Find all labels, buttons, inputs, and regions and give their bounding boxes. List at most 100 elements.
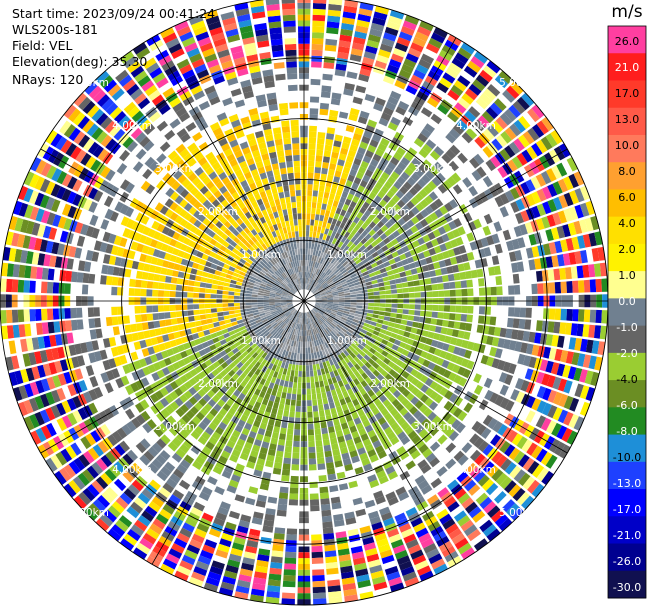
range-gate <box>526 193 536 207</box>
range-gate <box>251 444 261 453</box>
range-gate <box>56 417 68 432</box>
range-gate <box>264 430 273 438</box>
range-gate <box>406 275 414 282</box>
range-gate <box>349 54 362 62</box>
range-gate <box>353 157 362 166</box>
range-gate <box>467 288 474 296</box>
range-gate <box>199 407 209 417</box>
range-gate <box>177 174 187 184</box>
range-gate <box>481 478 495 492</box>
range-gate <box>261 352 268 359</box>
range-gate <box>247 224 254 232</box>
range-gate <box>488 266 496 276</box>
range-gate <box>215 220 224 229</box>
range-gate <box>497 166 508 178</box>
range-gate <box>457 47 472 60</box>
range-gate <box>333 301 340 304</box>
range-gate <box>547 389 558 403</box>
range-gate <box>441 233 450 243</box>
range-gate <box>367 389 375 398</box>
range-gate <box>463 402 473 413</box>
range-gate <box>289 375 294 383</box>
range-gate <box>405 85 418 95</box>
range-gate <box>77 196 88 209</box>
range-gate <box>463 524 478 537</box>
range-gate <box>163 290 170 297</box>
range-gate <box>427 97 439 108</box>
range-gate <box>541 470 554 486</box>
range-gate <box>268 573 282 581</box>
range-gate <box>228 232 236 240</box>
range-gate <box>518 134 530 148</box>
range-gate <box>176 317 184 324</box>
range-gate <box>145 338 153 347</box>
range-gate <box>72 179 83 192</box>
range-gate <box>174 195 184 205</box>
range-gate <box>588 324 596 338</box>
range-gate <box>125 182 135 194</box>
range-gate <box>167 261 175 270</box>
range-gate <box>378 354 386 362</box>
range-gate <box>282 386 288 393</box>
range-gate <box>387 161 397 171</box>
range-gate <box>439 205 449 215</box>
range-gate <box>430 318 438 325</box>
range-gate <box>339 222 346 229</box>
range-gate <box>400 276 408 283</box>
range-gate <box>307 311 311 318</box>
range-gate <box>443 400 453 411</box>
range-gate <box>349 352 357 359</box>
range-gate <box>439 77 453 89</box>
range-gate <box>104 120 117 134</box>
range-gate <box>545 256 554 268</box>
range-gate <box>453 510 467 522</box>
range-gate <box>169 212 179 221</box>
range-gate <box>341 403 349 412</box>
range-gate <box>282 308 289 313</box>
range-gate <box>392 230 401 238</box>
range-gate <box>331 502 342 510</box>
range-gate <box>584 370 594 385</box>
range-gate <box>85 341 94 352</box>
range-gate <box>354 224 361 232</box>
range-gate <box>425 353 434 361</box>
range-gate <box>198 223 207 231</box>
range-gate <box>163 305 170 312</box>
range-gate <box>187 142 198 153</box>
range-gate <box>175 291 182 298</box>
range-gate <box>353 216 360 224</box>
range-gate <box>308 143 316 150</box>
range-gate <box>223 315 230 320</box>
range-gate <box>146 305 153 313</box>
range-gate <box>457 97 471 110</box>
range-gate <box>312 289 318 294</box>
range-gate <box>329 264 335 270</box>
range-gate <box>342 216 349 224</box>
range-gate <box>400 319 408 326</box>
range-gate <box>375 203 384 212</box>
range-gate <box>368 365 376 373</box>
range-gate <box>338 554 351 562</box>
range-gate <box>284 344 289 351</box>
range-gate <box>239 230 247 238</box>
range-gate <box>463 65 478 78</box>
range-gate <box>234 351 242 358</box>
range-gate <box>180 404 189 414</box>
range-gate <box>359 206 367 214</box>
range-gate <box>429 457 440 468</box>
range-gate <box>307 166 314 173</box>
range-gate <box>269 278 275 283</box>
range-gate <box>415 212 425 221</box>
range-gate <box>425 139 437 150</box>
range-gate <box>434 208 444 218</box>
range-gate <box>436 508 449 520</box>
range-gate <box>266 263 272 269</box>
range-gate <box>204 426 215 436</box>
range-gate <box>469 241 478 251</box>
range-gate <box>417 26 432 37</box>
range-gate <box>392 268 400 275</box>
range-gate <box>389 408 399 417</box>
range-gate <box>141 348 150 357</box>
range-gate <box>254 281 261 286</box>
range-gate <box>276 308 283 313</box>
